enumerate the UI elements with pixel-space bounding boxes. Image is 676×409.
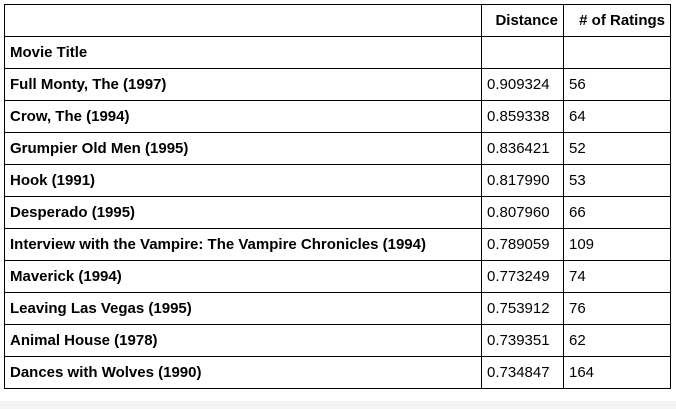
distance-cell: 0.734847 — [481, 356, 564, 389]
table-row: Hook (1991) 0.817990 53 — [4, 164, 671, 197]
index-name-header: Movie Title — [4, 36, 482, 69]
distance-column-header: Distance — [481, 4, 564, 37]
table-row: Desperado (1995) 0.807960 66 — [4, 196, 671, 229]
movie-title-cell: Crow, The (1994) — [4, 100, 482, 133]
num-ratings-column-header: # of Ratings — [563, 4, 671, 37]
distance-cell: 0.789059 — [481, 228, 564, 261]
num-ratings-cell: 62 — [563, 324, 671, 357]
index-name-row: Movie Title — [4, 36, 671, 69]
distance-cell: 0.817990 — [481, 164, 564, 197]
movie-title-cell: Full Monty, The (1997) — [4, 68, 482, 101]
table-row: Leaving Las Vegas (1995) 0.753912 76 — [4, 292, 671, 325]
table-header: Distance # of Ratings Movie Title — [4, 4, 671, 69]
output-bottom-strip — [0, 401, 676, 409]
distance-cell: 0.739351 — [481, 324, 564, 357]
num-ratings-cell: 52 — [563, 132, 671, 165]
num-ratings-cell: 109 — [563, 228, 671, 261]
distance-cell: 0.859338 — [481, 100, 564, 133]
distance-cell: 0.909324 — [481, 68, 564, 101]
distance-cell: 0.753912 — [481, 292, 564, 325]
empty-header-cell — [563, 36, 671, 69]
movie-title-cell: Hook (1991) — [4, 164, 482, 197]
movie-title-cell: Interview with the Vampire: The Vampire … — [4, 228, 482, 261]
movie-title-cell: Maverick (1994) — [4, 260, 482, 293]
num-ratings-cell: 164 — [563, 356, 671, 389]
movie-title-cell: Leaving Las Vegas (1995) — [4, 292, 482, 325]
num-ratings-cell: 53 — [563, 164, 671, 197]
dataframe-table: Distance # of Ratings Movie Title Full M… — [4, 4, 671, 389]
movie-title-cell: Dances with Wolves (1990) — [4, 356, 482, 389]
table-row: Dances with Wolves (1990) 0.734847 164 — [4, 356, 671, 389]
blank-header-cell — [4, 4, 482, 37]
num-ratings-cell: 56 — [563, 68, 671, 101]
movie-title-cell: Desperado (1995) — [4, 196, 482, 229]
column-header-row: Distance # of Ratings — [4, 4, 671, 37]
distance-cell: 0.807960 — [481, 196, 564, 229]
table-row: Animal House (1978) 0.739351 62 — [4, 324, 671, 357]
num-ratings-cell: 66 — [563, 196, 671, 229]
table-row: Grumpier Old Men (1995) 0.836421 52 — [4, 132, 671, 165]
movie-title-cell: Animal House (1978) — [4, 324, 482, 357]
num-ratings-cell: 64 — [563, 100, 671, 133]
table-row: Full Monty, The (1997) 0.909324 56 — [4, 68, 671, 101]
table-body: Full Monty, The (1997) 0.909324 56 Crow,… — [4, 68, 671, 389]
distance-cell: 0.773249 — [481, 260, 564, 293]
table-row: Crow, The (1994) 0.859338 64 — [4, 100, 671, 133]
table-row: Interview with the Vampire: The Vampire … — [4, 228, 671, 261]
table-row: Maverick (1994) 0.773249 74 — [4, 260, 671, 293]
num-ratings-cell: 76 — [563, 292, 671, 325]
movie-title-cell: Grumpier Old Men (1995) — [4, 132, 482, 165]
distance-cell: 0.836421 — [481, 132, 564, 165]
empty-header-cell — [481, 36, 564, 69]
num-ratings-cell: 74 — [563, 260, 671, 293]
